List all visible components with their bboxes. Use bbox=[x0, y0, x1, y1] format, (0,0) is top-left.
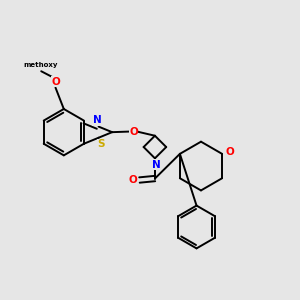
Text: N: N bbox=[93, 115, 101, 125]
Text: methoxy: methoxy bbox=[23, 62, 58, 68]
Text: O: O bbox=[129, 127, 138, 136]
Text: N: N bbox=[152, 160, 161, 170]
Text: O: O bbox=[225, 147, 234, 158]
Text: O: O bbox=[128, 175, 137, 185]
Text: S: S bbox=[97, 139, 105, 149]
Text: O: O bbox=[51, 76, 60, 87]
